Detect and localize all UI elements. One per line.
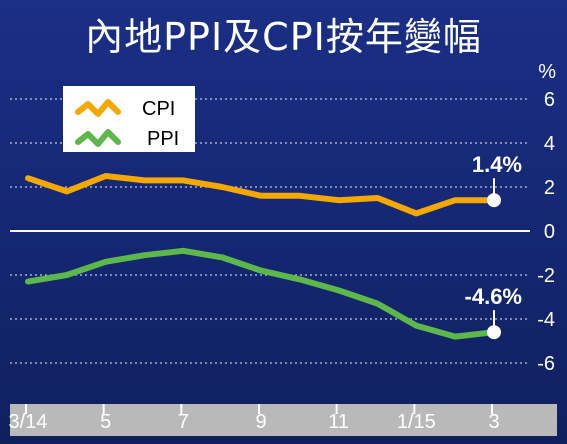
y-tick-label: 0 [544, 221, 555, 243]
legend-label-ppi: PPI [147, 128, 179, 150]
series-line-cpi [25, 173, 497, 217]
x-axis-band [10, 404, 557, 436]
annotation-label-ppi: -4.6% [465, 284, 522, 309]
y-tick-label: 6 [544, 89, 555, 111]
legend-swatch-ppi [75, 129, 121, 147]
y-tick-label: -2 [537, 265, 555, 287]
legend-swatch-cpi [75, 99, 121, 117]
y-tick-label: -4 [537, 309, 555, 331]
x-tick-label: 11 [328, 411, 349, 433]
y-tick-label: 2 [544, 177, 555, 199]
annotation-marker-cpi [487, 193, 501, 208]
annotation-marker-ppi [487, 325, 501, 340]
chart-title: 內地PPI及CPI按年變幅 [85, 15, 482, 59]
y-tick-label: 4 [544, 133, 555, 155]
x-tick-label: 5 [100, 411, 111, 433]
x-tick-label: 7 [178, 411, 189, 433]
y-unit-label: % [538, 61, 556, 83]
legend-box [63, 86, 195, 152]
y-tick-label: -6 [537, 353, 555, 375]
x-tick-label: 3/14 [9, 411, 48, 433]
legend-label-cpi: CPI [142, 98, 175, 120]
x-tick-label: 9 [255, 411, 266, 433]
annotation-label-cpi: 1.4% [472, 152, 522, 177]
x-tick-label: 1/15 [397, 411, 436, 433]
x-tick-label: 3 [488, 411, 499, 433]
series-line-ppi [25, 247, 497, 340]
